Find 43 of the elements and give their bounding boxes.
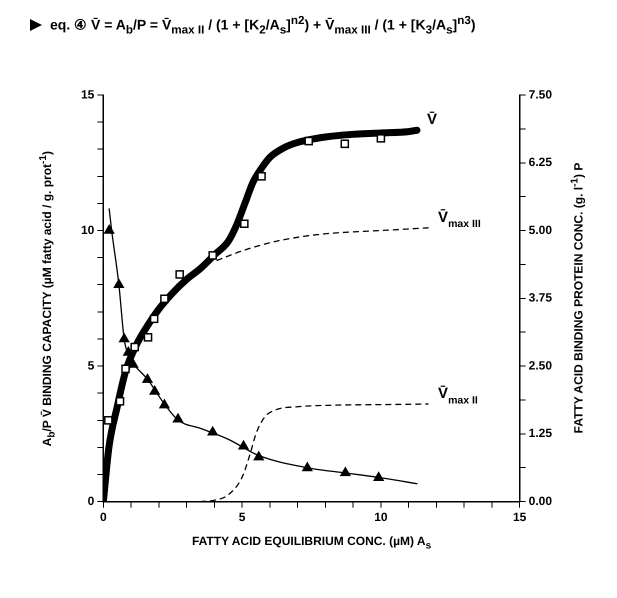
y-tick-label: 0 — [88, 494, 95, 508]
y2-tick-label: 5.00 — [528, 222, 552, 237]
point — [142, 374, 153, 383]
point — [130, 342, 139, 352]
y2-tick-label: 3.75 — [528, 290, 552, 305]
y-tick-label: 5 — [88, 358, 95, 372]
x-axis-title: FATTY ACID EQUILIBRIUM CONC. (µM) A$_{s}$ — [192, 534, 432, 551]
point — [374, 472, 384, 481]
point — [172, 413, 184, 422]
y2-tick-label: 1.25 — [528, 426, 552, 440]
point — [304, 136, 314, 146]
point — [340, 140, 350, 148]
point — [150, 314, 158, 324]
point — [257, 172, 266, 181]
point — [116, 397, 124, 406]
x-tick-label: 15 — [512, 510, 527, 524]
chart-title: eq. ④ V̄ = A$_{b}$/P = V̄$_{max II}$ / (1 + [K$_{2}$/A$_{s}$]$^{n2}$) + V̄$_{max III}$ / (1 + [K$_{3}$/A$_{s}$]$^{n3}$) — [50, 14, 476, 36]
point — [160, 294, 169, 304]
x-tick-label: 10 — [374, 510, 388, 524]
x-tick-label: 0 — [100, 510, 108, 524]
series-label: V̄ — [426, 111, 437, 128]
point — [119, 333, 130, 342]
point — [238, 440, 249, 450]
point — [302, 462, 312, 472]
point — [175, 270, 184, 279]
y-tick-label: 10 — [80, 222, 95, 237]
y2-tick-label: 6.25 — [528, 155, 552, 170]
y2-tick-label: 7.50 — [528, 87, 552, 102]
point — [254, 451, 264, 460]
point — [240, 219, 249, 228]
point — [121, 364, 130, 374]
point — [208, 426, 218, 436]
point — [114, 278, 124, 288]
point — [144, 333, 152, 342]
x-tick-label: 5 — [238, 510, 246, 524]
point — [340, 467, 350, 476]
y2-tick-label: 0.00 — [528, 494, 552, 508]
point — [159, 399, 170, 408]
point — [150, 386, 160, 395]
point — [104, 224, 114, 234]
y2-tick-label: 2.50 — [528, 358, 552, 372]
point — [208, 251, 217, 260]
y-tick-label: 15 — [80, 87, 95, 102]
